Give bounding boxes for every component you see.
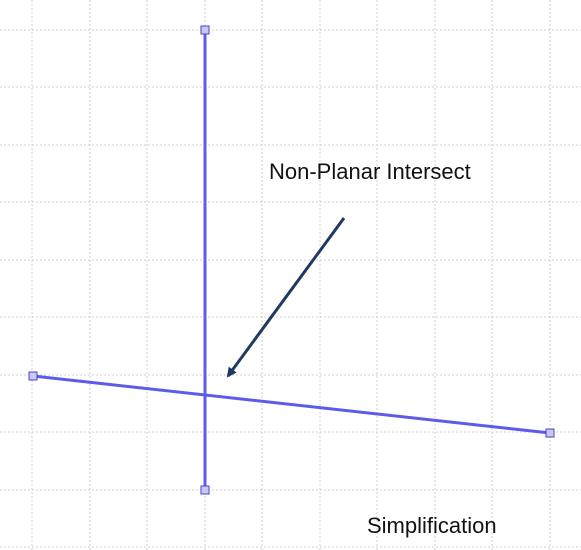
- diagonal-segment[interactable]: [32, 374, 551, 435]
- vertex-handle-left[interactable]: [28, 371, 38, 381]
- vertex-handle-right[interactable]: [545, 428, 555, 438]
- callout-label: Non-Planar Intersect: [269, 159, 471, 184]
- vertex-handle-bottom[interactable]: [200, 485, 210, 495]
- caption-label: Simplification: [367, 513, 497, 538]
- callout-arrow: [226, 217, 346, 378]
- vertex-handle-top[interactable]: [200, 25, 210, 35]
